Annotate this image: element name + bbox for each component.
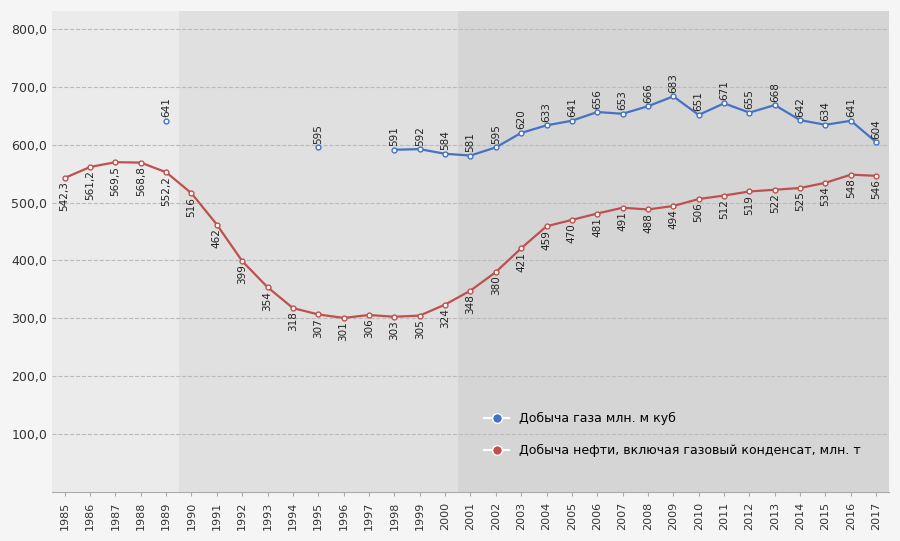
Text: 519: 519 xyxy=(744,195,754,215)
Text: 561,2: 561,2 xyxy=(85,170,95,200)
Text: 671: 671 xyxy=(719,80,729,100)
Text: 569,5: 569,5 xyxy=(111,166,121,195)
Text: 552,2: 552,2 xyxy=(161,176,171,206)
Text: 620: 620 xyxy=(517,110,526,129)
Text: 481: 481 xyxy=(592,217,602,237)
Text: 354: 354 xyxy=(263,291,273,311)
Text: 651: 651 xyxy=(694,91,704,111)
Text: 546: 546 xyxy=(871,179,881,199)
Bar xyxy=(458,11,889,492)
Text: 642: 642 xyxy=(795,97,806,117)
Text: 542,3: 542,3 xyxy=(59,181,69,212)
Text: 301: 301 xyxy=(338,321,348,341)
Text: 470: 470 xyxy=(567,223,577,243)
Text: 591: 591 xyxy=(390,127,400,146)
Text: 668: 668 xyxy=(770,82,779,102)
Text: 595: 595 xyxy=(491,124,500,144)
Text: 641: 641 xyxy=(161,97,171,117)
Text: 568,8: 568,8 xyxy=(136,166,146,196)
Text: 534: 534 xyxy=(821,186,831,206)
Text: 506: 506 xyxy=(694,202,704,222)
Text: 548: 548 xyxy=(846,178,856,198)
Text: 683: 683 xyxy=(669,73,679,93)
Text: 584: 584 xyxy=(440,130,450,150)
Text: 656: 656 xyxy=(592,89,602,109)
Text: 522: 522 xyxy=(770,193,779,213)
Text: 491: 491 xyxy=(617,211,627,231)
Text: 592: 592 xyxy=(415,126,425,146)
Text: 306: 306 xyxy=(364,319,374,338)
Text: 604: 604 xyxy=(871,119,881,138)
Text: 303: 303 xyxy=(390,320,400,340)
Text: 305: 305 xyxy=(415,319,425,339)
Text: 653: 653 xyxy=(617,90,627,110)
Text: 494: 494 xyxy=(669,209,679,229)
Text: 421: 421 xyxy=(517,252,526,272)
Bar xyxy=(52,11,179,492)
Text: 459: 459 xyxy=(542,230,552,249)
Text: 666: 666 xyxy=(643,83,653,103)
Text: 488: 488 xyxy=(643,213,653,233)
Text: 516: 516 xyxy=(186,197,196,216)
Text: 399: 399 xyxy=(238,265,248,285)
Text: 634: 634 xyxy=(821,101,831,121)
Text: 512: 512 xyxy=(719,199,729,219)
Bar xyxy=(179,11,458,492)
Text: 380: 380 xyxy=(491,275,500,295)
Text: 307: 307 xyxy=(313,318,323,338)
Text: 318: 318 xyxy=(288,312,298,332)
Text: 324: 324 xyxy=(440,308,450,328)
Legend: Добыча газа млн. м куб, Добыча нефти, включая газовый конденсат, млн. т: Добыча газа млн. м куб, Добыча нефти, вк… xyxy=(479,407,866,462)
Text: 641: 641 xyxy=(567,97,577,117)
Text: 348: 348 xyxy=(465,294,475,314)
Text: 641: 641 xyxy=(846,97,856,117)
Text: 655: 655 xyxy=(744,89,754,109)
Text: 525: 525 xyxy=(795,192,806,212)
Text: 462: 462 xyxy=(212,228,221,248)
Text: 633: 633 xyxy=(542,102,552,122)
Text: 581: 581 xyxy=(465,132,475,152)
Text: 595: 595 xyxy=(313,124,323,144)
